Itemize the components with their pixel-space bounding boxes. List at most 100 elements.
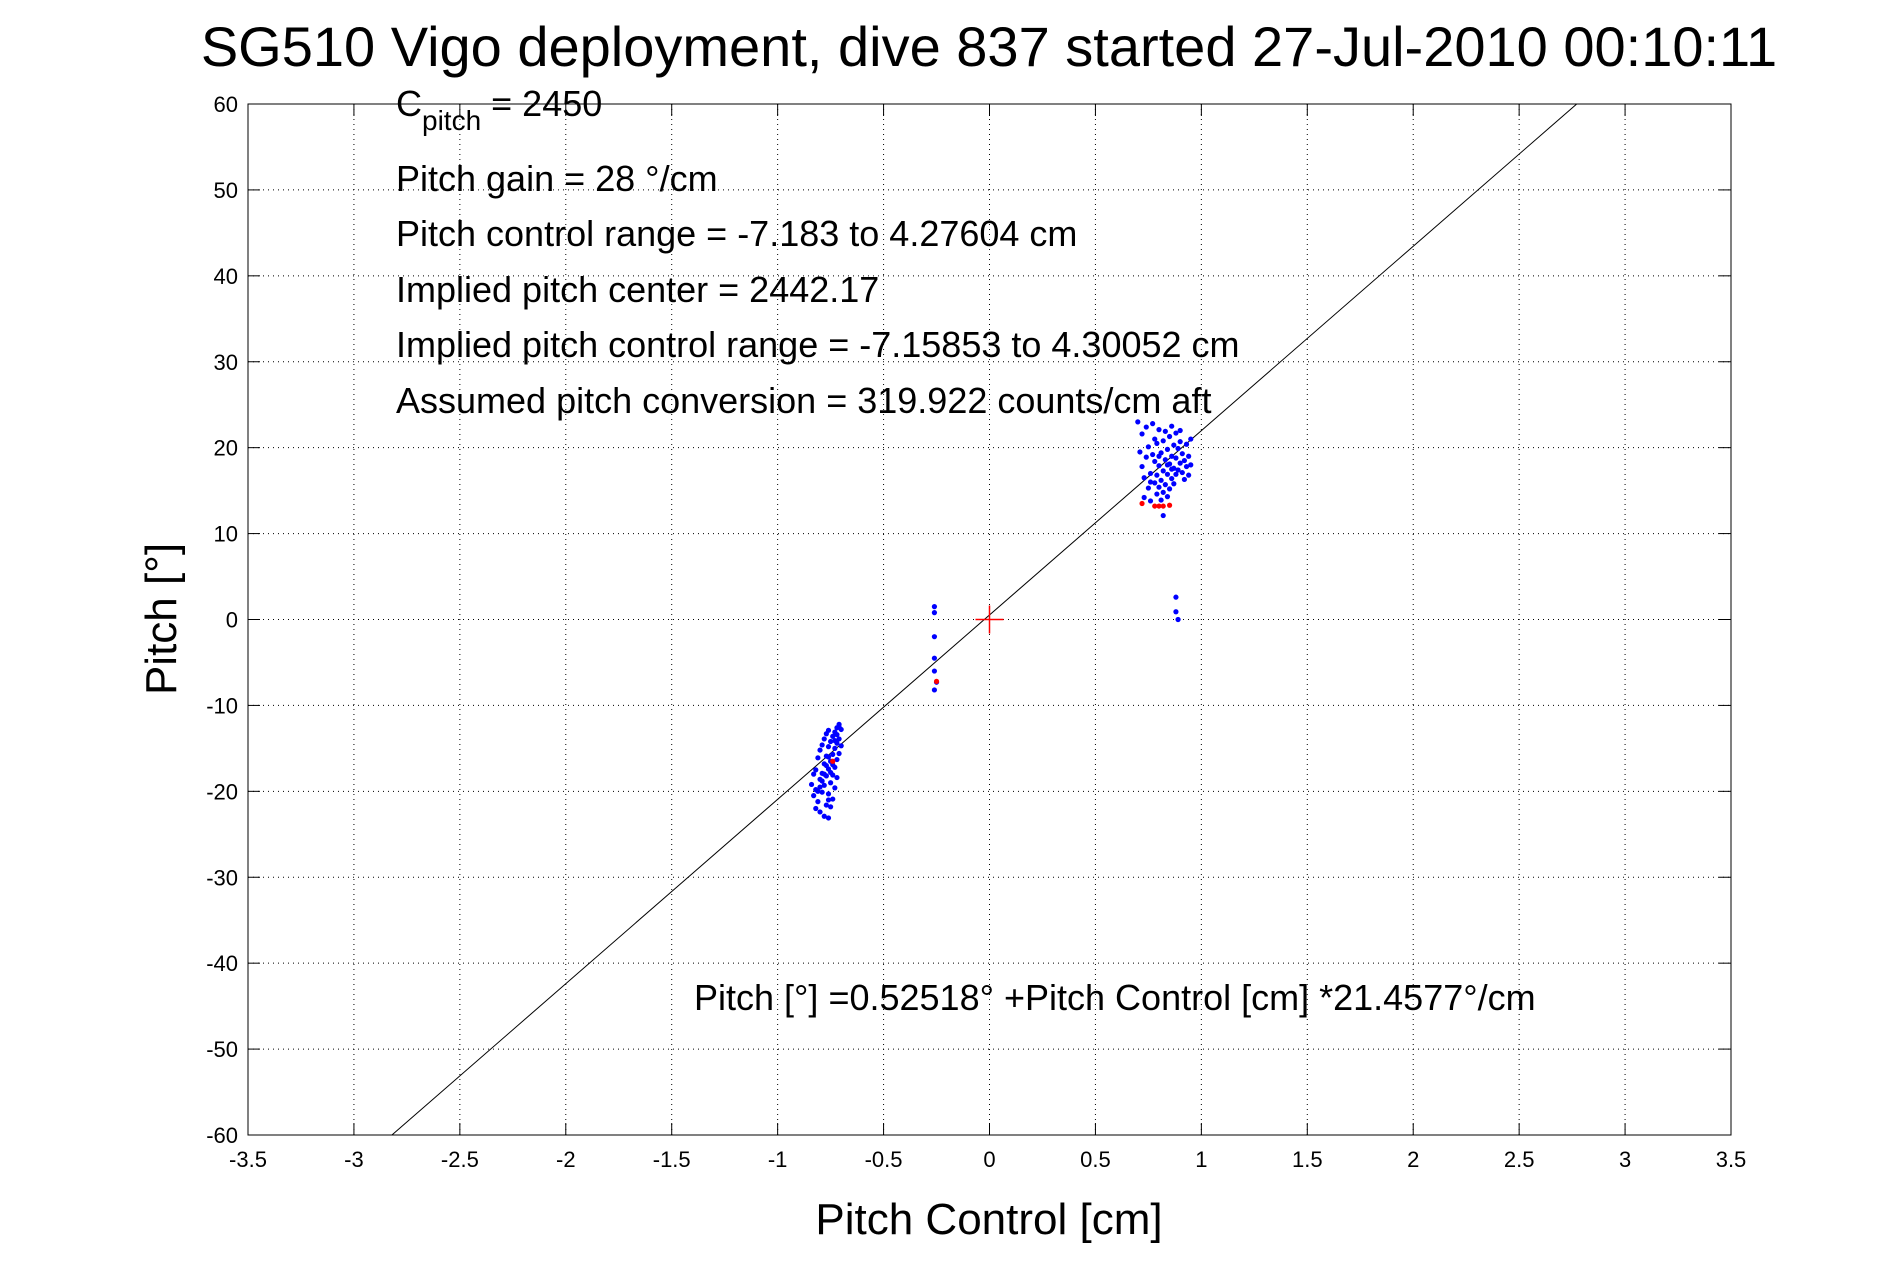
data-point — [817, 809, 823, 815]
data-point — [1152, 480, 1158, 486]
data-point — [1145, 485, 1151, 491]
data-point — [933, 678, 940, 684]
data-point — [821, 736, 827, 742]
annotation-implied-range: Implied pitch control range = -7.15853 t… — [396, 324, 1240, 365]
data-point — [1150, 421, 1156, 427]
x-tick-label: 2.5 — [1504, 1147, 1535, 1172]
data-point — [1169, 466, 1175, 472]
data-point — [1177, 460, 1183, 466]
annotation-cpitch-value: = 2450 — [481, 83, 602, 124]
x-axis-label: Pitch Control [cm] — [815, 1195, 1162, 1244]
data-point — [1147, 479, 1154, 485]
x-tick-label: -1 — [768, 1147, 788, 1172]
data-point — [1152, 458, 1158, 465]
data-point — [834, 774, 840, 781]
y-tick-label: 40 — [214, 264, 238, 289]
data-point — [1158, 477, 1164, 483]
x-tick-label: 1 — [1195, 1147, 1207, 1172]
data-points-group — [808, 419, 1194, 821]
data-point — [1162, 428, 1168, 434]
annotation-pitch-gain: Pitch gain = 28 °/cm — [396, 158, 718, 199]
data-point — [1162, 482, 1168, 488]
data-point — [1141, 494, 1147, 501]
data-point — [1164, 471, 1171, 477]
data-point — [1152, 503, 1158, 509]
data-point — [1143, 424, 1149, 430]
grid-lines — [248, 104, 1731, 1135]
data-point — [811, 771, 817, 777]
data-point — [1166, 433, 1173, 440]
x-tick-label: -1.5 — [653, 1147, 691, 1172]
data-point — [1156, 463, 1162, 469]
x-tick-label: -2 — [556, 1147, 576, 1172]
data-point — [1160, 503, 1166, 509]
y-tick-labels: -60 -50 -40 -30 -20 -10 0 10 20 30 40 50 60 — [206, 92, 238, 1148]
data-point — [825, 744, 832, 750]
data-point — [1162, 457, 1168, 463]
data-point — [1169, 453, 1175, 459]
data-point — [1158, 497, 1164, 503]
data-point — [1183, 441, 1190, 447]
data-point — [1175, 467, 1181, 473]
y-tick-label: 20 — [214, 436, 238, 461]
annotation-control-range: Pitch control range = -7.183 to 4.27604 … — [396, 213, 1077, 254]
data-point — [825, 754, 832, 760]
data-point — [828, 738, 834, 745]
data-point — [1164, 494, 1171, 500]
data-point — [819, 789, 825, 795]
y-axis-label: Pitch [°] — [137, 543, 186, 695]
data-point — [931, 668, 938, 674]
data-point — [1173, 609, 1179, 615]
y-tick-label: 0 — [226, 608, 238, 633]
center-marker-group — [975, 605, 1004, 634]
y-tick-label: 50 — [214, 178, 238, 203]
chart-title: SG510 Vigo deployment, dive 837 started … — [201, 15, 1777, 78]
data-point — [832, 738, 838, 744]
data-point — [1173, 455, 1179, 461]
data-point — [1139, 463, 1145, 470]
data-point — [1143, 454, 1149, 460]
data-point — [817, 747, 823, 753]
data-point — [1160, 489, 1166, 495]
data-point — [1177, 427, 1183, 434]
data-point — [1188, 436, 1194, 442]
data-point — [836, 724, 842, 730]
data-point — [1160, 512, 1166, 519]
x-tick-label: -2.5 — [441, 1147, 479, 1172]
y-tick-label: -30 — [206, 865, 238, 890]
data-point — [836, 750, 842, 757]
data-point — [1181, 476, 1188, 483]
data-point — [836, 736, 842, 742]
x-tick-label: 3 — [1619, 1147, 1631, 1172]
y-tick-label: -10 — [206, 693, 238, 718]
data-point — [1169, 475, 1175, 482]
data-point — [823, 762, 829, 769]
y-tick-label: 10 — [214, 522, 238, 547]
data-point — [931, 610, 938, 616]
data-point — [1160, 438, 1166, 444]
data-point — [931, 604, 938, 610]
annotation-cpitch-subscript: pitch — [422, 105, 481, 136]
data-point — [815, 755, 821, 761]
axis-ticks — [247, 103, 1732, 1136]
data-point — [830, 751, 836, 757]
data-point — [830, 733, 836, 739]
data-point — [1152, 436, 1158, 442]
data-point — [828, 804, 834, 810]
data-point — [931, 634, 938, 640]
data-point — [1137, 449, 1143, 455]
data-point — [819, 742, 825, 748]
data-point — [1171, 442, 1177, 448]
data-point — [825, 727, 832, 733]
data-point — [815, 788, 821, 794]
data-point — [1186, 453, 1192, 459]
data-point — [834, 756, 840, 763]
x-tick-label: -3.5 — [229, 1147, 267, 1172]
x-tick-label: 0.5 — [1080, 1147, 1111, 1172]
y-tick-label: 30 — [214, 350, 238, 375]
data-point — [1141, 475, 1147, 481]
data-point — [838, 743, 844, 749]
data-point — [1179, 469, 1185, 476]
annotation-cpitch: Cpitch = 2450 — [396, 83, 602, 136]
